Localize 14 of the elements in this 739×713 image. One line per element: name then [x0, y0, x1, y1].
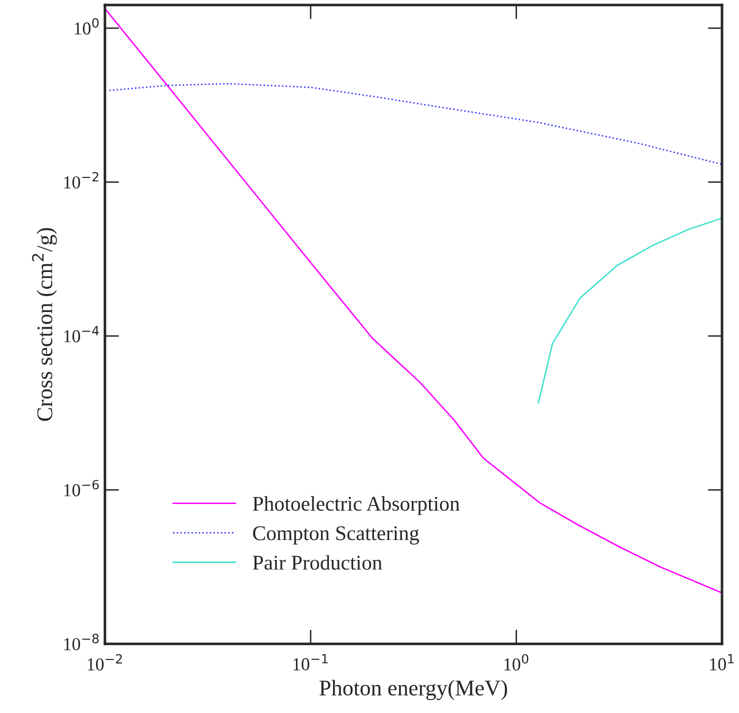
y-tick-label: 10$^{−8}$ [64, 634, 99, 650]
y-tick-label: 10$^{0}$ [74, 18, 99, 35]
legend-label: Photoelectric Absorption [252, 496, 460, 516]
y-tick-label: 10$^{−2}$ [64, 172, 98, 188]
y-axis-title: Cross section (cm$^{2}$/g) [32, 228, 57, 421]
x-tick-label: 10$^{−2}$ [88, 654, 122, 671]
y-tick-label: 10$^{−6}$ [64, 480, 99, 496]
legend-label: Compton Scattering [253, 526, 420, 545]
x-axis-title: Photon energy(MeV) [320, 680, 508, 700]
x-tick-label: 10$^{−1}$ [294, 654, 328, 670]
y-tick-label: 10$^{−4}$ [64, 326, 99, 342]
x-tick-label: 10$^{1}$ [710, 654, 734, 670]
legend-label: Pair Production [252, 555, 382, 570]
x-tick-label: 10$^{0}$ [504, 654, 528, 671]
